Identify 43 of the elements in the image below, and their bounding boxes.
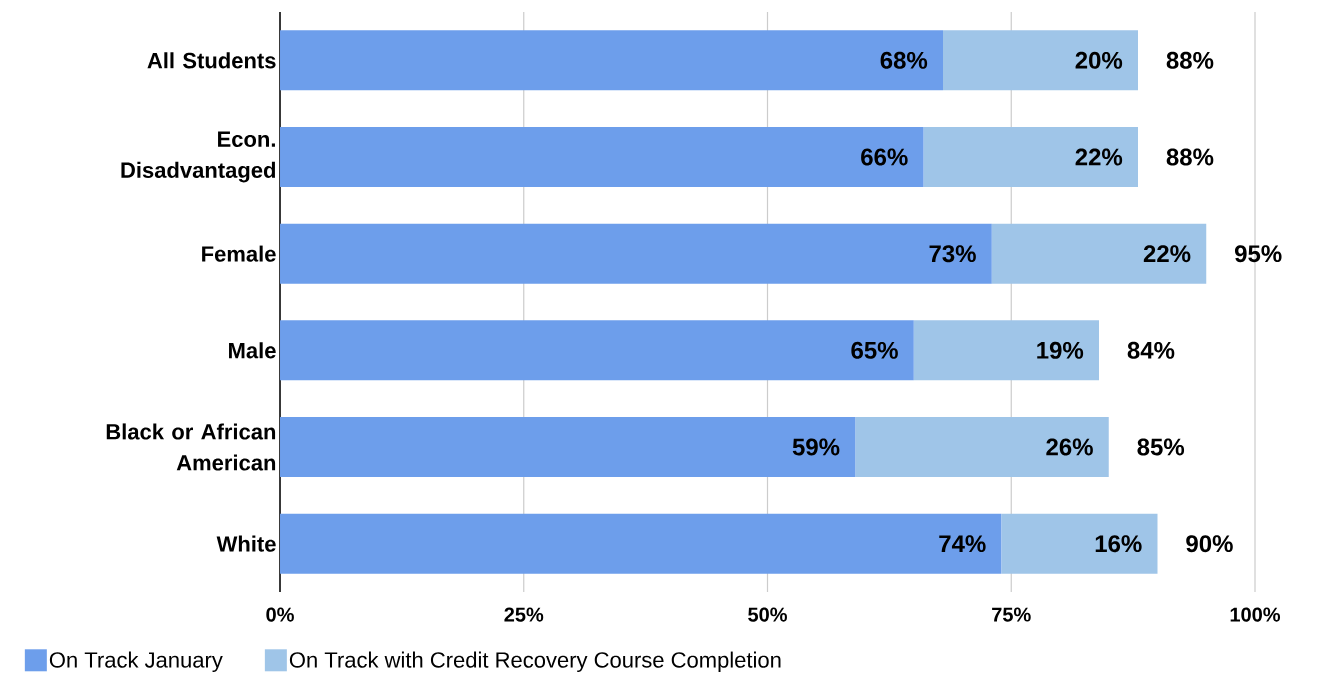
total-label: 88% xyxy=(1166,148,1214,166)
bar xyxy=(855,417,1109,477)
x-tick-label: 75% xyxy=(992,607,1031,622)
data-label: 59% xyxy=(792,438,840,456)
data-label: 73% xyxy=(929,245,976,263)
x-tick-label: 25% xyxy=(504,607,544,622)
bar xyxy=(280,513,1002,574)
total-label: 88% xyxy=(1166,51,1214,69)
y-tick-label: All Students xyxy=(147,52,276,69)
total-label: 90% xyxy=(1186,535,1233,553)
y-tick-label: Male xyxy=(229,342,276,359)
total-label: 95% xyxy=(1234,245,1282,263)
data-label: 19% xyxy=(1037,341,1084,359)
data-label: 68% xyxy=(880,51,928,69)
total-label: 85% xyxy=(1137,438,1185,456)
data-label: 65% xyxy=(851,341,898,359)
bar xyxy=(280,417,856,477)
bar xyxy=(280,30,943,91)
y-tick-label: Black or African American xyxy=(106,423,276,471)
bar xyxy=(280,320,914,381)
x-tick-label: 100% xyxy=(1230,607,1281,622)
data-label: 66% xyxy=(861,148,908,166)
legend-label: On Track January xyxy=(49,651,223,673)
bar xyxy=(280,127,924,187)
bar xyxy=(991,223,1207,284)
legend-label: On Track with Credit Recovery Course Completion xyxy=(289,651,781,673)
y-tick-label: Female xyxy=(202,245,276,262)
bar xyxy=(280,223,992,284)
bar xyxy=(943,30,1138,91)
data-label: 20% xyxy=(1075,51,1123,69)
data-label: 22% xyxy=(1075,148,1123,166)
data-label: 22% xyxy=(1143,245,1191,263)
y-tick-label: White xyxy=(216,535,276,552)
bar xyxy=(1001,513,1158,574)
bar xyxy=(923,127,1138,187)
data-label: 26% xyxy=(1046,438,1093,456)
data-label: 74% xyxy=(939,535,986,553)
x-tick-label: 50% xyxy=(748,607,787,622)
x-tick-label: 0% xyxy=(266,607,294,622)
total-label: 84% xyxy=(1127,341,1175,359)
bar xyxy=(913,320,1099,381)
data-label: 16% xyxy=(1095,535,1142,553)
y-tick-label: Econ. Disadvantaged xyxy=(121,131,276,183)
